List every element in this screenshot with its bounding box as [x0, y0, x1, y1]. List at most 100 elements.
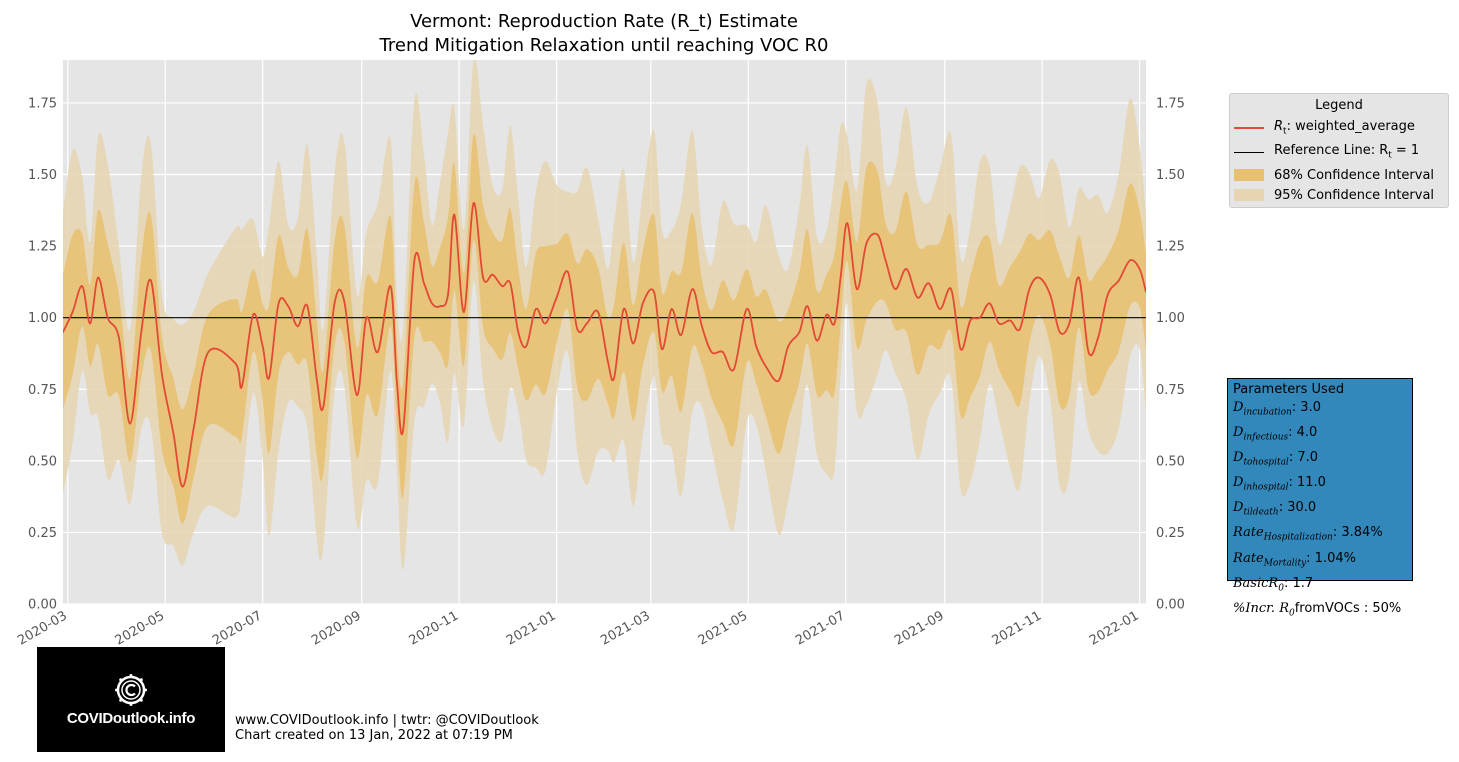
legend-label-ci95: 95% Confidence Interval: [1274, 187, 1435, 203]
copyright-virus-icon: [115, 674, 147, 706]
rt-data-point: [680, 334, 683, 336]
rt-data-point: [606, 359, 609, 362]
parameter-row: Dinfectious: 4.0: [1233, 425, 1318, 443]
rt-data-point: [701, 325, 703, 328]
x-tick-label: 2021-03: [598, 608, 653, 648]
parameter-row: BasicR0: 1.7: [1233, 575, 1314, 594]
y-tick-label: 0.50: [28, 454, 57, 469]
rt-data-point: [106, 316, 109, 319]
rt-data-point: [777, 379, 780, 382]
y-tick-label-right: 0.75: [1156, 383, 1185, 398]
rt-data-point: [389, 285, 392, 288]
rt-data-point: [277, 302, 280, 305]
rt-data-point: [172, 431, 175, 434]
x-tick-label: 2022-01: [1087, 608, 1142, 648]
legend-title: Legend: [1315, 98, 1363, 113]
rt-data-point: [1129, 259, 1131, 262]
y-axis-right: 0.00 0.25 0.50 0.75 1.00 1.25 1.50 1.75: [1156, 96, 1185, 612]
rt-data-point: [71, 311, 74, 313]
rt-data-point: [365, 316, 368, 319]
rt-data-point: [691, 288, 694, 290]
rt-data-point: [950, 288, 952, 290]
x-tick-label: 2021-07: [793, 608, 848, 648]
rt-data-point: [998, 322, 1000, 325]
rt-data-point: [472, 202, 475, 205]
rt-data-point: [566, 271, 569, 273]
rt-data-point: [798, 331, 801, 333]
rt-data-point: [613, 376, 615, 379]
series-layer: [63, 202, 1146, 488]
rt-data-point: [296, 325, 299, 328]
rt-data-point: [1117, 279, 1120, 282]
rt-data-point: [905, 268, 908, 270]
x-tick-label: 2020-07: [210, 608, 265, 648]
rt-data-point: [333, 302, 336, 305]
rt-data-point: [150, 279, 152, 282]
y-tick-label-right: 0.25: [1156, 526, 1185, 541]
rt-data-point: [517, 331, 520, 333]
rt-data-point: [322, 405, 325, 408]
rt-data-point: [181, 485, 184, 488]
rt-data-point: [63, 331, 64, 333]
rt-data-point: [491, 273, 494, 276]
logo: COVIDoutlook.info: [37, 647, 225, 752]
parameter-row: Dtohospital: 7.0: [1233, 450, 1318, 468]
rt-data-point: [343, 299, 345, 302]
rt-data-point: [395, 379, 398, 382]
rt-data-point: [534, 308, 537, 310]
rt-data-point: [525, 345, 528, 348]
rt-data-point: [1018, 328, 1021, 330]
x-tick-label: 2020-03: [15, 608, 70, 648]
ci68-band: [63, 133, 1146, 524]
rt-data-point: [453, 213, 456, 216]
rt-data-point: [402, 428, 405, 431]
rt-data-point: [439, 305, 441, 308]
y-axis-left: 0.00 0.25 0.50 0.75 1.00 1.25 1.50 1.75: [28, 96, 57, 612]
rt-data-point: [1028, 288, 1031, 290]
rt-data-point: [1087, 351, 1090, 353]
rt-data-point: [316, 379, 318, 382]
footer: www.COVIDoutlook.info | twtr: @COVIDoutl…: [235, 713, 539, 743]
chart-subtitle: Trend Mitigation Relaxation until reachi…: [379, 35, 829, 56]
logo-text: COVIDoutlook.info: [66, 710, 196, 727]
parameters-list: Dincubation: 3.0 Dinfectious: 4.0 Dtohospi…: [1233, 398, 1407, 624]
rt-data-point: [846, 222, 849, 225]
y-tick-label-right: 0.50: [1156, 454, 1185, 469]
rt-data-point: [1009, 319, 1012, 322]
rt-data-point: [586, 322, 588, 325]
rt-data-point: [988, 302, 991, 305]
y-tick-label: 0.25: [28, 526, 57, 541]
legend-swatch-rt: [1234, 127, 1264, 129]
chart-title-text: Vermont: Reproduction Rate (R_t) Estimat…: [410, 11, 798, 32]
rt-data-point: [856, 288, 858, 290]
legend-label-ci68: 68% Confidence Interval: [1274, 167, 1435, 183]
rt-data-point: [287, 305, 290, 308]
rt-data-point: [447, 293, 449, 296]
rt-data-point: [710, 351, 713, 353]
rt-data-point: [482, 276, 484, 279]
y-tick-label-right: 1.50: [1156, 168, 1185, 183]
rt-data-point: [413, 259, 416, 262]
rt-data-point: [1138, 268, 1141, 270]
chart-title: Vermont: Reproduction Rate (R_t) Estimat…: [410, 11, 798, 32]
y-tick-label: 1.75: [28, 96, 57, 111]
rt-data-point: [632, 342, 635, 345]
rt-data-point: [1038, 276, 1040, 279]
rt-data-point: [661, 348, 663, 351]
rt-data-point: [261, 345, 264, 348]
x-tick-label: 2021-01: [504, 608, 559, 648]
x-axis: 2020-03 2020-05 2020-07 2020-09 2020-11 2021-…: [15, 608, 1141, 648]
rt-data-point: [745, 308, 748, 310]
rt-data-point: [241, 385, 243, 388]
rt-data-point: [833, 322, 836, 325]
rt-data-point: [979, 316, 981, 319]
rt-data-point: [622, 308, 625, 310]
rt-data-point: [894, 288, 897, 290]
legend-label-reference: Reference Line: Rt = 1: [1274, 143, 1420, 161]
rt-data-point: [840, 273, 842, 276]
rt-data-point: [118, 336, 120, 339]
legend-item-ci95: 95% Confidence Interval: [1234, 186, 1434, 204]
confidence-bands: [63, 60, 1146, 570]
parameter-row: RateMortality: 1.04%: [1233, 550, 1356, 569]
